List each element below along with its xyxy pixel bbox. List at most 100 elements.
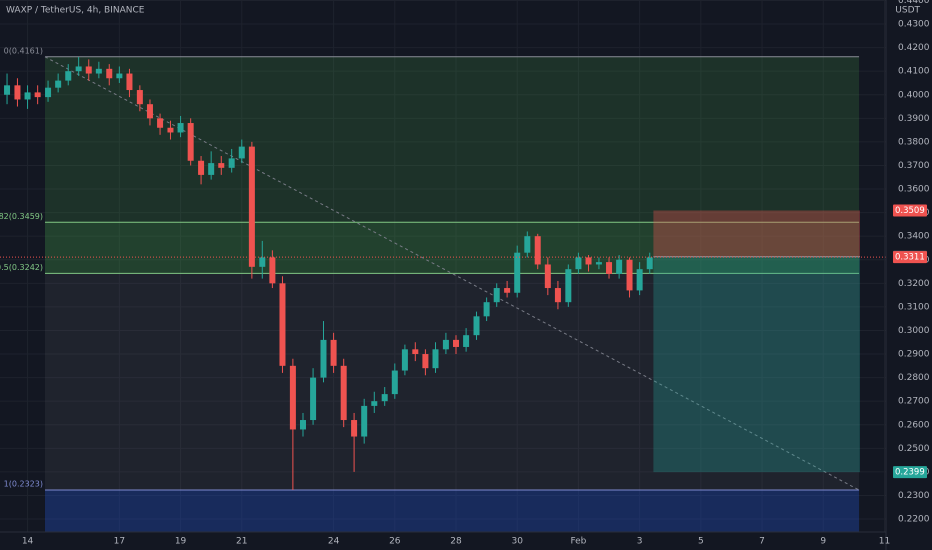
y-tick-label: 0.3600: [898, 185, 930, 195]
candle-body: [483, 302, 490, 317]
candle-body: [616, 259, 623, 274]
y-tick-label: 0.2700: [898, 397, 930, 407]
candle-body: [453, 339, 460, 347]
y-tick-label: 0.3700: [898, 161, 930, 171]
candle-body: [75, 66, 82, 72]
candle-body: [126, 73, 133, 91]
candle-body: [575, 257, 582, 270]
candle-body: [65, 71, 72, 81]
x-tick-label: 5: [698, 537, 704, 547]
candle-body: [157, 118, 164, 128]
x-tick-label: 26: [389, 537, 401, 547]
target-label-bg: [893, 466, 927, 479]
x-tick-label: 3: [637, 537, 643, 547]
candle-body: [544, 264, 551, 289]
candle-body: [371, 401, 378, 406]
last-price-label: 0.3311: [895, 253, 925, 263]
candle-body: [208, 163, 215, 175]
last-price-label-bg: [893, 251, 927, 264]
chart-title: WAXP / TetherUS, 4h, BINANCE: [6, 6, 145, 16]
candle-body: [116, 73, 123, 79]
fib-zone: [44, 490, 860, 532]
candle-body: [299, 420, 306, 430]
y-tick-label: 0.3100: [898, 302, 930, 312]
candle-body: [320, 339, 327, 378]
candle-body: [361, 405, 368, 437]
candle-body: [606, 262, 613, 274]
stop-label-bg: [893, 204, 927, 217]
candle-body: [401, 349, 408, 371]
x-tick-label: 19: [175, 537, 187, 547]
candle-body: [136, 90, 143, 105]
y-tick-label: 0.2300: [898, 491, 930, 501]
x-tick-label: Feb: [570, 537, 586, 547]
candle-body: [493, 288, 500, 303]
candle-body: [636, 269, 643, 291]
candle-body: [391, 370, 398, 395]
candle-body: [473, 316, 480, 336]
candle-body: [442, 339, 449, 350]
candle-body: [565, 269, 572, 303]
candle-body: [463, 335, 470, 347]
candle-body: [289, 365, 296, 430]
y-tick-label: 0.4400: [898, 0, 930, 6]
y-tick-label: 0.3200: [898, 279, 930, 289]
candle-body: [34, 92, 41, 98]
candle-body: [259, 257, 266, 267]
stop-zone: [653, 210, 860, 257]
y-tick-label: 0.3000: [898, 326, 930, 336]
y-tick-label: 0.4100: [898, 67, 930, 77]
fib-label: 0.5(0.3242): [0, 263, 43, 272]
candle-body: [646, 257, 653, 270]
candle-body: [432, 349, 439, 369]
x-tick-label: 14: [22, 537, 34, 547]
trend-line: [44, 56, 860, 491]
candle-body: [310, 377, 317, 421]
y-tick-label: 0.3800: [898, 137, 930, 147]
fib-label: 1(0.2323): [4, 480, 43, 489]
unit-label: USDT: [895, 6, 920, 16]
y-tick-label: 0.3400: [898, 232, 930, 242]
candle-body: [524, 236, 531, 253]
candle-body: [534, 236, 541, 265]
candle-body: [381, 394, 388, 402]
candle-body: [45, 87, 52, 98]
y-tick-label: 0.4000: [898, 90, 930, 100]
target-label: 0.2399: [895, 468, 925, 478]
candle-body: [554, 288, 561, 303]
candle-body: [514, 252, 521, 293]
fib-zone: [44, 273, 860, 491]
candle-body: [626, 259, 633, 291]
candle-body: [95, 68, 102, 74]
y-tick-label: 0.2200: [898, 515, 930, 525]
candle-body: [198, 160, 205, 175]
fib-zone: [44, 222, 860, 274]
x-tick-label: 9: [820, 537, 826, 547]
x-tick-label: 17: [114, 537, 125, 547]
candle-body: [24, 92, 31, 100]
candle-body: [218, 163, 225, 168]
candle-body: [14, 85, 21, 100]
candle-body: [187, 123, 194, 161]
target-zone: [653, 256, 860, 473]
fib-zone: [44, 56, 860, 223]
y-tick-label: 0.4300: [898, 20, 930, 30]
candle-body: [595, 262, 602, 265]
candle-body: [504, 288, 511, 293]
candle-body: [146, 104, 153, 119]
candle-body: [269, 257, 276, 284]
candle-body: [248, 146, 255, 267]
candle-body: [351, 420, 358, 437]
x-tick-label: 11: [879, 537, 890, 547]
candle-body: [228, 158, 235, 168]
x-tick-label: 21: [236, 537, 247, 547]
candle-body: [4, 85, 11, 95]
candle-body: [330, 339, 337, 366]
fib-label: 0.382(0.3459): [0, 212, 43, 221]
candle-body: [167, 127, 174, 133]
y-tick-label: 0.4200: [898, 43, 930, 53]
candle-body: [177, 123, 184, 133]
candle-body: [585, 257, 592, 265]
